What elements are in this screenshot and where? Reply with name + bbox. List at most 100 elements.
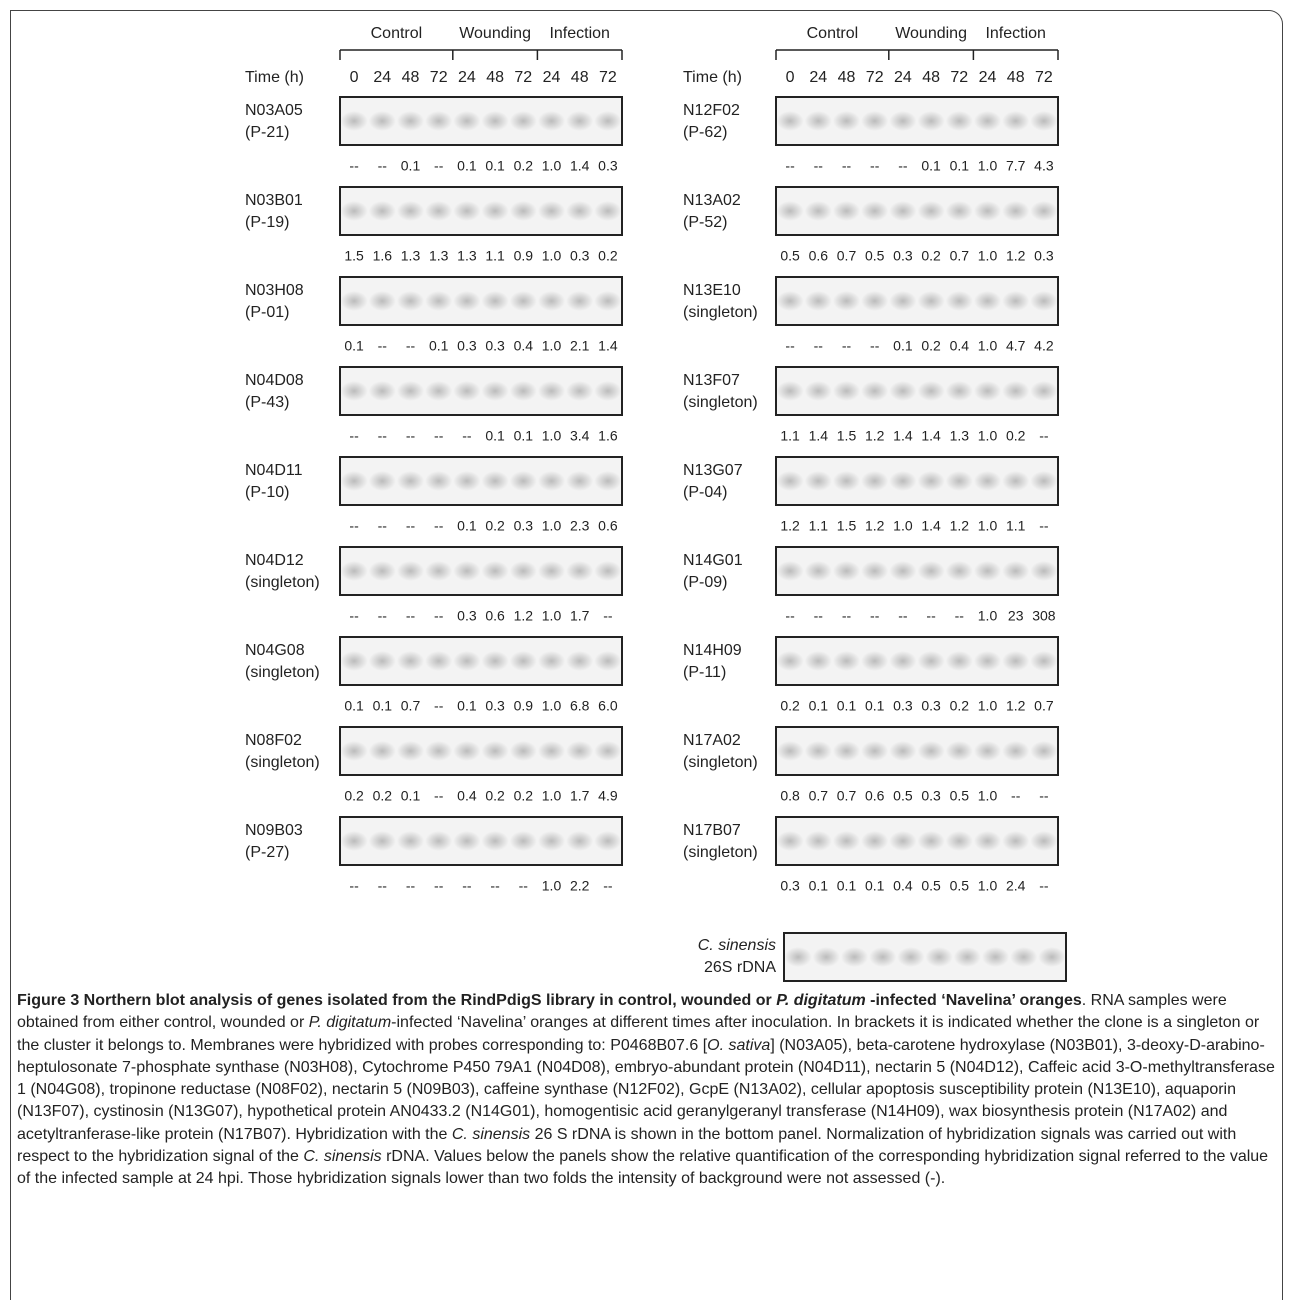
band xyxy=(861,471,889,491)
band xyxy=(368,651,396,671)
cluster: (P-19) xyxy=(245,214,289,231)
value: 1.4 xyxy=(598,338,618,354)
time: 48 xyxy=(838,69,856,86)
time: 72 xyxy=(1035,69,1053,86)
value: 0.6 xyxy=(485,608,505,624)
band xyxy=(973,201,1002,221)
band xyxy=(566,381,594,401)
band xyxy=(1002,291,1030,311)
value: 1.2 xyxy=(950,518,970,534)
time: 24 xyxy=(979,69,997,86)
band xyxy=(945,741,973,761)
time: 72 xyxy=(514,69,532,86)
value: 1.1 xyxy=(1006,518,1026,534)
band xyxy=(973,561,1002,581)
value: 1.5 xyxy=(837,428,857,444)
value: -- xyxy=(842,158,852,174)
value: 1.0 xyxy=(978,428,998,444)
band xyxy=(425,201,453,221)
band xyxy=(537,561,566,581)
band xyxy=(832,831,861,851)
band xyxy=(425,561,453,581)
band xyxy=(425,471,453,491)
band xyxy=(396,831,425,851)
value: 1.0 xyxy=(542,518,562,534)
value: 1.6 xyxy=(598,428,618,444)
value: 1.3 xyxy=(401,248,421,264)
value: 1.0 xyxy=(893,518,913,534)
cluster: (P-04) xyxy=(683,484,727,501)
value: 0.3 xyxy=(514,518,534,534)
band xyxy=(509,651,537,671)
band xyxy=(861,201,889,221)
band xyxy=(481,291,509,311)
value: 1.1 xyxy=(780,428,800,444)
band xyxy=(889,741,917,761)
band xyxy=(594,201,622,221)
band xyxy=(566,561,594,581)
band xyxy=(509,291,537,311)
value: 0.1 xyxy=(865,698,885,714)
band xyxy=(945,291,973,311)
value: -- xyxy=(603,608,613,624)
band xyxy=(973,291,1002,311)
band xyxy=(776,111,804,131)
band xyxy=(396,291,425,311)
band xyxy=(945,831,973,851)
band xyxy=(396,651,425,671)
band xyxy=(453,201,481,221)
band xyxy=(368,471,396,491)
value: 4.7 xyxy=(1006,338,1026,354)
value: 0.1 xyxy=(950,158,970,174)
value: -- xyxy=(870,338,880,354)
band xyxy=(481,201,509,221)
caption-run: ] (N03A05), beta-carotene hydroxylase (N… xyxy=(17,1036,1275,1143)
band xyxy=(481,561,509,581)
value: 0.5 xyxy=(950,788,970,804)
value: 0.4 xyxy=(893,878,913,894)
band xyxy=(925,947,953,967)
band xyxy=(776,741,804,761)
value: -- xyxy=(349,518,359,534)
band xyxy=(869,947,897,967)
band xyxy=(1010,947,1038,967)
gene-name: N03A05 xyxy=(245,102,303,119)
value: 0.3 xyxy=(485,698,505,714)
band xyxy=(340,741,368,761)
value: -- xyxy=(955,608,965,624)
group-label: Control xyxy=(371,25,423,42)
value: 1.2 xyxy=(514,608,534,624)
band xyxy=(861,831,889,851)
value: 0.1 xyxy=(514,428,534,444)
value: -- xyxy=(814,158,824,174)
figure: Control Wounding Infection Time (h) 0 24 48 72 2… xyxy=(245,25,1067,982)
time: 48 xyxy=(402,69,420,86)
value: -- xyxy=(1039,788,1049,804)
value: 0.3 xyxy=(570,248,590,264)
band xyxy=(1002,831,1030,851)
band xyxy=(973,741,1002,761)
value: 0.4 xyxy=(514,338,534,354)
band xyxy=(396,111,425,131)
band xyxy=(396,561,425,581)
band xyxy=(1030,561,1058,581)
value: -- xyxy=(842,608,852,624)
caption-run: 26 S rDNA is shown in the bottom panel. … xyxy=(17,1125,1237,1166)
band xyxy=(804,831,832,851)
band xyxy=(1030,111,1058,131)
value: 6.8 xyxy=(570,698,590,714)
value: 1.7 xyxy=(570,608,590,624)
value: 1.3 xyxy=(457,248,477,264)
cluster: (P-43) xyxy=(245,394,289,411)
value: 2.2 xyxy=(570,878,590,894)
band xyxy=(832,651,861,671)
gene-name: N04D11 xyxy=(245,462,303,479)
band xyxy=(917,471,945,491)
gene-name: N12F02 xyxy=(683,102,740,119)
value: 4.2 xyxy=(1034,338,1054,354)
value: 0.1 xyxy=(865,878,885,894)
value: 1.4 xyxy=(921,518,941,534)
band xyxy=(594,471,622,491)
value: 1.4 xyxy=(893,428,913,444)
value: 0.2 xyxy=(1006,428,1026,444)
